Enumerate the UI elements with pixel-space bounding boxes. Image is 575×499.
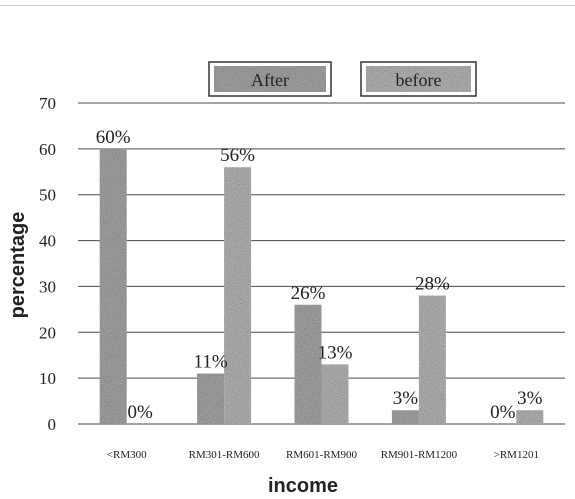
y-tick-label: 40 bbox=[39, 232, 56, 251]
y-axis-ticks: 0 10 20 30 40 50 60 70 bbox=[39, 94, 56, 434]
legend-label: After bbox=[251, 70, 289, 90]
y-tick-label: 20 bbox=[39, 323, 56, 342]
data-label: 11% bbox=[194, 352, 228, 373]
y-tick-label: 10 bbox=[39, 369, 56, 388]
data-label: 3% bbox=[393, 388, 419, 409]
legend-label: before bbox=[396, 70, 442, 90]
x-tick-label: >RM1201 bbox=[494, 449, 539, 461]
bar-after bbox=[99, 148, 127, 424]
bar-before bbox=[321, 364, 349, 424]
legend-swatch bbox=[366, 66, 471, 92]
data-label: 3% bbox=[517, 388, 543, 409]
legend: After before bbox=[208, 61, 477, 97]
y-axis-label: percentage bbox=[7, 212, 29, 319]
x-tick-label: RM301-RM600 bbox=[189, 449, 260, 461]
grid-lines bbox=[78, 102, 565, 425]
bar-after bbox=[391, 410, 419, 424]
x-tick-label: RM901-RM1200 bbox=[381, 449, 458, 461]
bar-after bbox=[294, 304, 322, 424]
bar-before bbox=[516, 410, 544, 424]
bar-after bbox=[197, 373, 225, 424]
data-label: 56% bbox=[220, 145, 255, 166]
y-tick-label: 60 bbox=[39, 140, 56, 159]
data-label: 13% bbox=[318, 342, 353, 363]
data-label: 28% bbox=[415, 274, 450, 295]
data-label: 60% bbox=[96, 127, 131, 148]
data-label: 0% bbox=[490, 402, 516, 423]
data-label: 0% bbox=[128, 402, 154, 423]
bar-before bbox=[224, 167, 252, 424]
data-labels: 60%0%11%56%26%13%3%28%0%3% bbox=[96, 127, 543, 423]
legend-swatch bbox=[214, 66, 326, 92]
x-axis-ticks: <RM300 RM301-RM600 RM601-RM900 RM901-RM1200… bbox=[107, 449, 539, 461]
bars bbox=[99, 148, 544, 424]
y-tick-label: 30 bbox=[39, 277, 56, 296]
x-axis-label: income bbox=[268, 475, 338, 497]
x-tick-label: <RM300 bbox=[107, 449, 147, 461]
y-tick-label: 0 bbox=[48, 415, 57, 434]
top-rule bbox=[0, 5, 575, 6]
x-tick-label: RM601-RM900 bbox=[286, 449, 357, 461]
data-label: 26% bbox=[291, 283, 326, 304]
y-tick-label: 50 bbox=[39, 186, 56, 205]
y-tick-label: 70 bbox=[39, 94, 56, 113]
bar-before bbox=[418, 295, 446, 424]
